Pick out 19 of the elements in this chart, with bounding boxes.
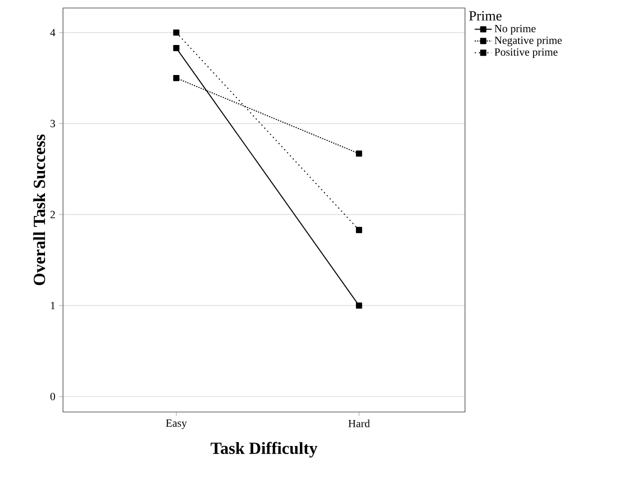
point (356, 226, 362, 234)
legend-title: Prime (469, 11, 502, 21)
y-tick-label: 3 (50, 120, 56, 128)
legend-label: Positive prime (494, 48, 558, 58)
y-tick-label: 1 (50, 302, 55, 310)
legend-label: No prime (494, 24, 536, 34)
x-axis-title: Task Difficulty (210, 442, 318, 458)
x-tick-label: Easy (166, 420, 187, 430)
point (173, 29, 180, 36)
x-tick-label: Hard (348, 420, 370, 428)
legend-label: Negative prime (494, 36, 562, 46)
y-tick-label: 4 (50, 28, 56, 36)
y-tick-label: 2 (50, 210, 55, 218)
point (173, 74, 180, 82)
point (173, 44, 180, 52)
point (356, 150, 362, 157)
y-axis-title: Overall Task Success (33, 134, 46, 286)
y-tick-label: 0 (50, 392, 56, 400)
point (356, 302, 362, 309)
